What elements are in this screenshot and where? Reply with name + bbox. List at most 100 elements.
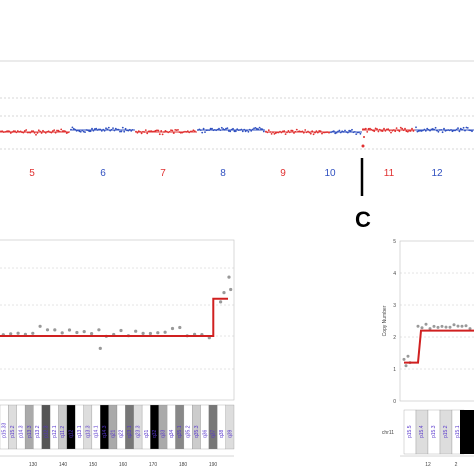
data-point	[160, 130, 163, 132]
chromosome-label: 12	[431, 168, 443, 179]
data-point	[254, 127, 257, 129]
data-point	[97, 328, 101, 332]
data-point	[71, 126, 74, 129]
data-point	[234, 130, 237, 133]
data-point	[290, 129, 293, 132]
data-point	[344, 129, 346, 132]
data-point	[98, 346, 102, 350]
data-point	[75, 330, 79, 335]
data-point	[432, 324, 436, 328]
data-point	[124, 127, 127, 130]
data-point	[374, 127, 377, 130]
data-point	[222, 128, 225, 130]
band-label: p15.33	[2, 422, 8, 438]
y-tick-label: 0	[393, 399, 396, 405]
band-q34	[166, 404, 176, 450]
data-point	[163, 330, 167, 334]
data-point	[140, 132, 143, 135]
data-point	[40, 132, 43, 134]
data-point	[112, 127, 114, 129]
data-point	[462, 126, 465, 129]
band-label: q21	[110, 429, 116, 438]
chromosome-12-points	[415, 126, 474, 134]
data-point	[134, 329, 138, 333]
chromosome-label: 10	[324, 168, 336, 179]
data-point	[63, 130, 65, 132]
band-label: q33	[161, 429, 167, 438]
band-label: p15.2	[10, 425, 16, 438]
data-point	[406, 130, 409, 133]
data-point	[93, 128, 96, 130]
data-point	[60, 331, 64, 335]
x-tick-label: 160	[119, 462, 128, 468]
data-point	[229, 130, 232, 133]
annotation-label: C	[355, 207, 371, 232]
data-point	[411, 127, 413, 130]
x-tick-label: 130	[29, 462, 38, 468]
centromere-band	[460, 410, 474, 454]
data-point	[219, 300, 223, 304]
band-q38	[217, 404, 226, 450]
data-point	[359, 132, 362, 135]
data-point	[38, 324, 42, 328]
band-label: p15.3	[431, 425, 437, 438]
data-point	[79, 130, 82, 133]
data-point	[284, 133, 287, 136]
data-point	[424, 322, 428, 326]
data-point	[177, 129, 179, 131]
data-point	[460, 324, 464, 328]
data-point	[394, 130, 397, 133]
data-point	[262, 130, 265, 133]
data-point	[381, 130, 384, 133]
data-point	[428, 327, 432, 331]
data-point	[405, 130, 408, 133]
band-label: q14.3	[102, 425, 108, 438]
data-point	[283, 130, 286, 132]
band-label: q22	[119, 429, 125, 438]
band-label: q11.2	[60, 426, 66, 438]
data-point	[416, 324, 420, 328]
band-label: p13.2	[35, 425, 41, 438]
data-point	[338, 129, 341, 132]
data-point	[364, 127, 367, 130]
data-point	[178, 325, 182, 330]
data-point	[244, 130, 247, 133]
data-point	[84, 131, 86, 134]
data-point	[209, 127, 212, 130]
y-axis-label: Copy Number	[382, 305, 388, 336]
data-point	[25, 129, 28, 131]
data-point	[404, 127, 406, 130]
chromosome-ideogram: chr11 p15.5 p15.4 p15.3 p15.2 p15.1	[382, 409, 474, 455]
data-point	[437, 130, 440, 133]
band-q32	[150, 404, 159, 450]
data-point	[420, 326, 424, 330]
band-label: q35.1	[177, 425, 183, 438]
data-point	[457, 127, 459, 130]
chromosome-10-points	[330, 128, 362, 136]
data-point	[466, 127, 469, 129]
data-point	[227, 275, 231, 279]
data-point	[211, 127, 213, 130]
band-q33	[158, 404, 168, 450]
data-point	[318, 130, 321, 132]
data-point	[119, 130, 121, 133]
data-point	[158, 133, 161, 136]
data-point	[377, 130, 380, 133]
band-q36	[200, 404, 210, 450]
y-tick-label: 5	[393, 239, 396, 245]
data-point	[464, 324, 468, 328]
band-label: q14.1	[94, 425, 100, 438]
band-q39	[225, 404, 235, 450]
data-point	[201, 131, 204, 134]
data-point	[78, 130, 81, 133]
data-point	[156, 331, 160, 335]
data-point	[349, 130, 352, 132]
band-label: p15.2	[443, 425, 449, 438]
panel-frame	[0, 239, 235, 401]
data-point	[415, 126, 417, 129]
data-point	[123, 130, 126, 133]
data-point	[154, 129, 157, 132]
segment-line	[0, 297, 228, 337]
data-point	[443, 127, 445, 130]
data-point	[42, 129, 44, 132]
